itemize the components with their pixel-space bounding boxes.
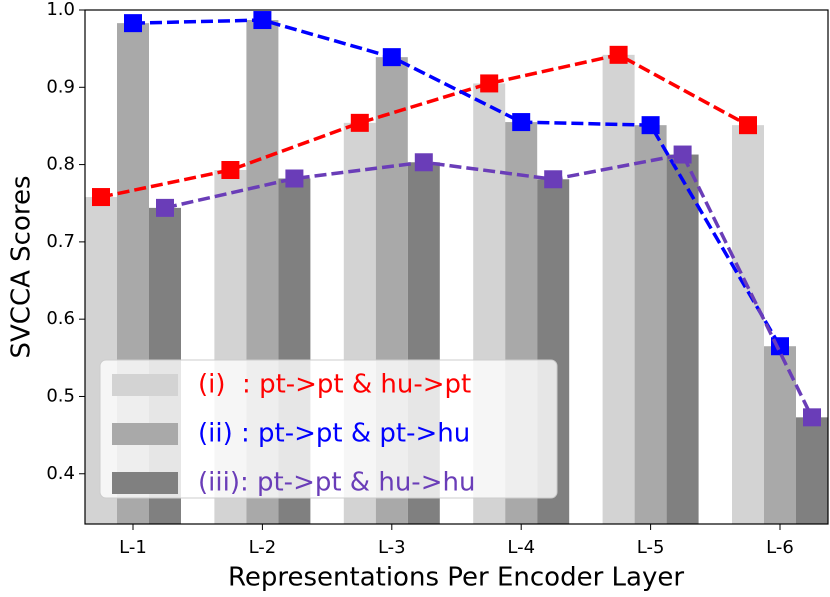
- marker: [414, 153, 433, 172]
- legend-swatch: [112, 472, 178, 494]
- y-tick-label: 0.5: [46, 385, 75, 406]
- marker: [673, 145, 692, 164]
- line: [100, 52, 749, 199]
- legend-label: (ii) : pt->pt & pt->hu: [198, 419, 470, 449]
- marker: [382, 48, 401, 67]
- plot-frame: [84, 9, 829, 525]
- marker: [253, 11, 272, 30]
- marker: [803, 408, 821, 427]
- x-axis-label: Representations Per Encoder Layer: [228, 563, 684, 593]
- y-tick-label: 0.4: [46, 463, 75, 484]
- legend-swatch: [112, 423, 178, 445]
- bar: [796, 417, 828, 524]
- marker: [156, 198, 174, 217]
- line: [132, 18, 782, 348]
- marker: [739, 116, 757, 135]
- marker: [124, 14, 142, 33]
- marker: [480, 74, 499, 93]
- y-axis-label: SVCCA Scores: [7, 175, 37, 358]
- marker: [350, 113, 369, 132]
- bar: [666, 154, 699, 525]
- x-tick-label: L-5: [637, 537, 665, 558]
- y-tick-label: 0.9: [46, 76, 75, 97]
- marker: [544, 170, 563, 189]
- x-tick-label: L-6: [766, 537, 794, 558]
- line: [164, 152, 814, 419]
- y-tick-label: 0.6: [46, 308, 75, 329]
- marker: [221, 160, 240, 179]
- marker: [92, 188, 110, 207]
- legend-label: (iii): pt->pt & hu->hu: [198, 468, 475, 498]
- marker: [609, 45, 628, 64]
- marker: [641, 116, 660, 135]
- bar: [732, 125, 764, 524]
- y-tick-label: 1.0: [46, 0, 75, 20]
- legend-box: [99, 359, 558, 499]
- x-tick-label: L-4: [507, 537, 535, 558]
- legend-swatch: [112, 374, 178, 396]
- x-tick-label: L-1: [119, 537, 147, 558]
- bar: [602, 54, 635, 524]
- marker: [285, 169, 304, 188]
- y-tick-label: 0.7: [46, 231, 75, 252]
- x-tick-label: L-2: [249, 537, 277, 558]
- marker: [512, 113, 531, 132]
- bar: [634, 125, 667, 524]
- legend-label: (i) : pt->pt & hu->pt: [198, 370, 471, 400]
- x-tick-label: L-3: [378, 537, 406, 558]
- y-tick-label: 0.8: [46, 154, 75, 175]
